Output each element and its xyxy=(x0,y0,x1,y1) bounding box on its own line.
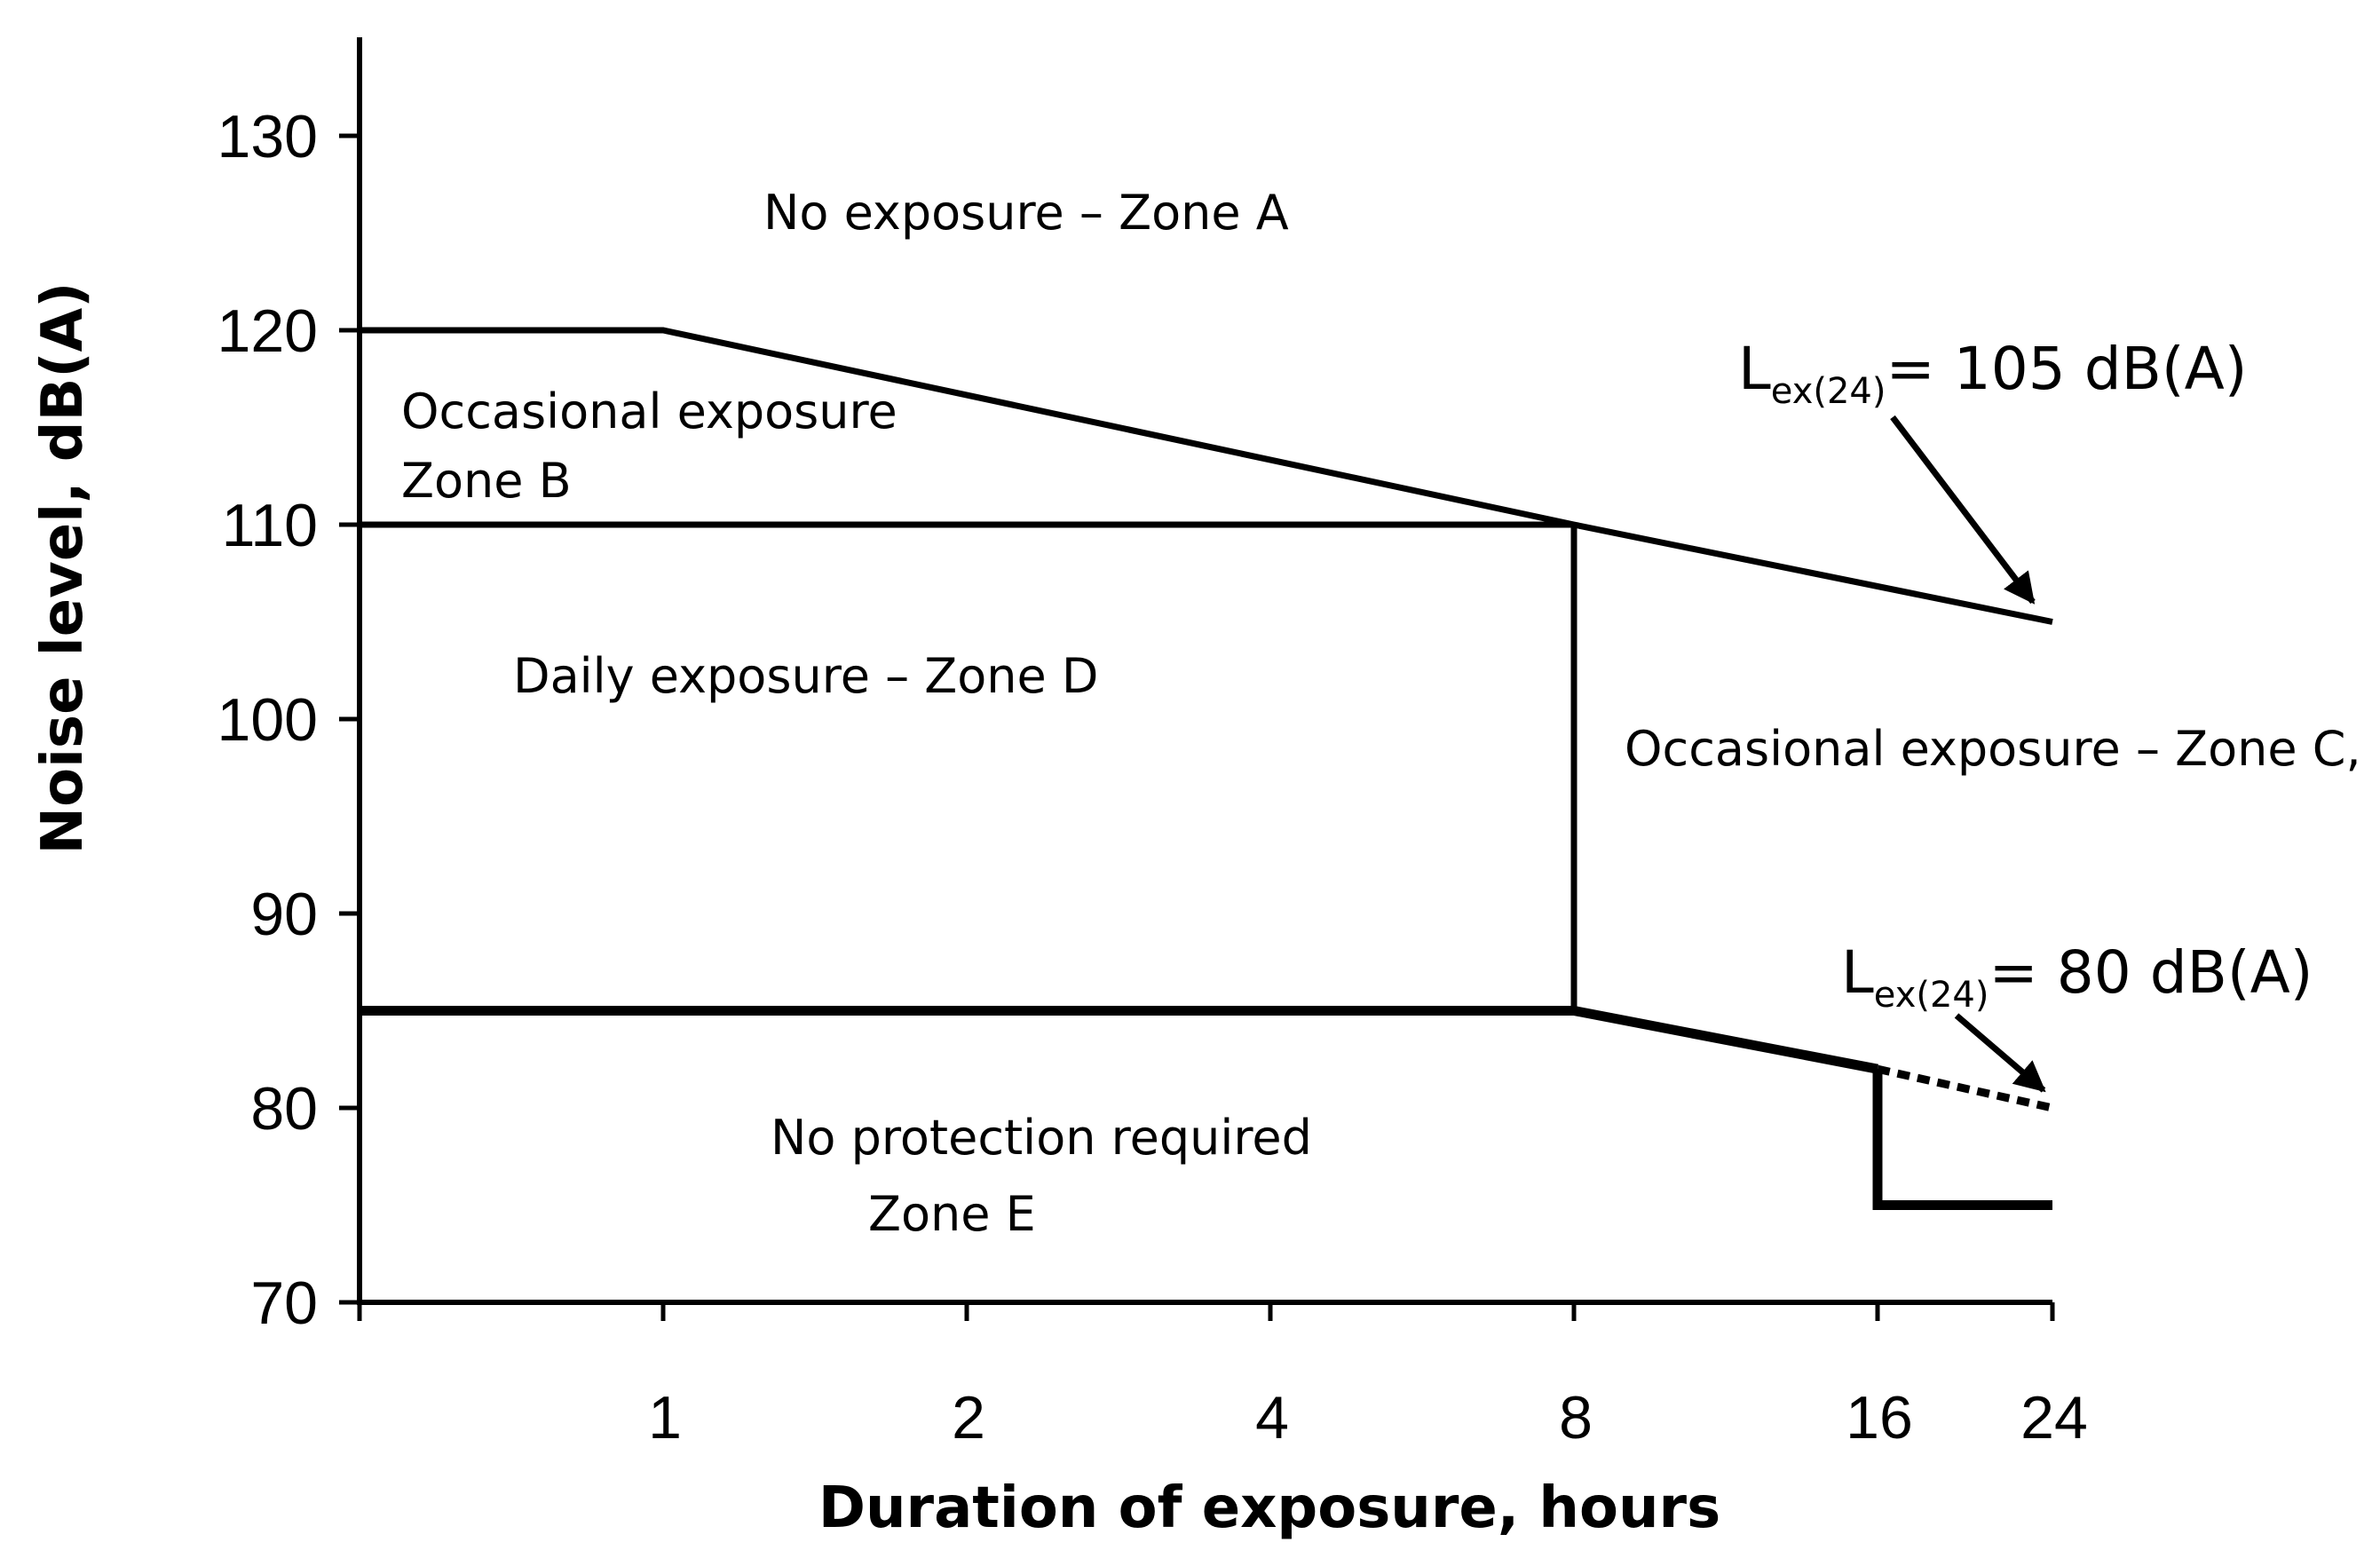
y-tick-label: 100 xyxy=(217,686,318,754)
series-line-1 xyxy=(360,327,2053,625)
series xyxy=(360,327,2053,1210)
x-tick-label: 16 xyxy=(1846,1384,1913,1451)
x-tick-label: 2 xyxy=(952,1384,985,1451)
zone-d-label: Daily exposure – Zone D xyxy=(513,648,1099,704)
annotations: No exposure – Zone A Occasional exposure Z… xyxy=(401,185,2361,1242)
lex-80-label: Lex(24)= 80 dB(A) xyxy=(1841,938,2313,1016)
x-tick-label: 1 xyxy=(648,1384,682,1451)
zone-e-label: Zone E xyxy=(868,1186,1036,1242)
y-tick-label: 90 xyxy=(250,881,318,948)
zone-a-label: No exposure – Zone A xyxy=(763,185,1289,241)
zone-c-label: Occasional exposure – Zone C, xyxy=(1625,721,2361,777)
x-tick-label: 4 xyxy=(1255,1384,1289,1451)
x-tick-label: 24 xyxy=(2020,1384,2088,1451)
y-tick-label: 130 xyxy=(217,103,318,170)
zone-b-label: Occasional exposure xyxy=(401,384,897,439)
axes xyxy=(357,37,2052,1305)
x-axis-title: Duration of exposure, hours xyxy=(818,1475,1720,1541)
series-line-5 xyxy=(1877,1064,2053,1112)
y-axis-title: Noise level, dB(A) xyxy=(30,282,96,855)
y-tick-label: 70 xyxy=(250,1269,318,1337)
y-tick-label: 80 xyxy=(250,1075,318,1143)
lex-105-label: Lex(24)= 105 dB(A) xyxy=(1738,335,2248,412)
lex-105-arrow xyxy=(1890,415,2036,605)
y-tick-label: 110 xyxy=(222,492,318,559)
lex-80-arrow xyxy=(1954,1013,2046,1093)
y-ticks: 130 120 110 100 90 80 70 xyxy=(217,103,360,1337)
zone-e-label: No protection required xyxy=(771,1110,1312,1166)
series-line-6 xyxy=(1872,1069,2052,1210)
x-ticks: 1 2 4 8 16 24 xyxy=(357,1302,2088,1451)
series-line-4 xyxy=(360,1006,1879,1074)
y-tick-label: 120 xyxy=(217,297,318,365)
zone-b-label: Zone B xyxy=(401,453,572,509)
x-tick-label: 8 xyxy=(1559,1384,1593,1451)
